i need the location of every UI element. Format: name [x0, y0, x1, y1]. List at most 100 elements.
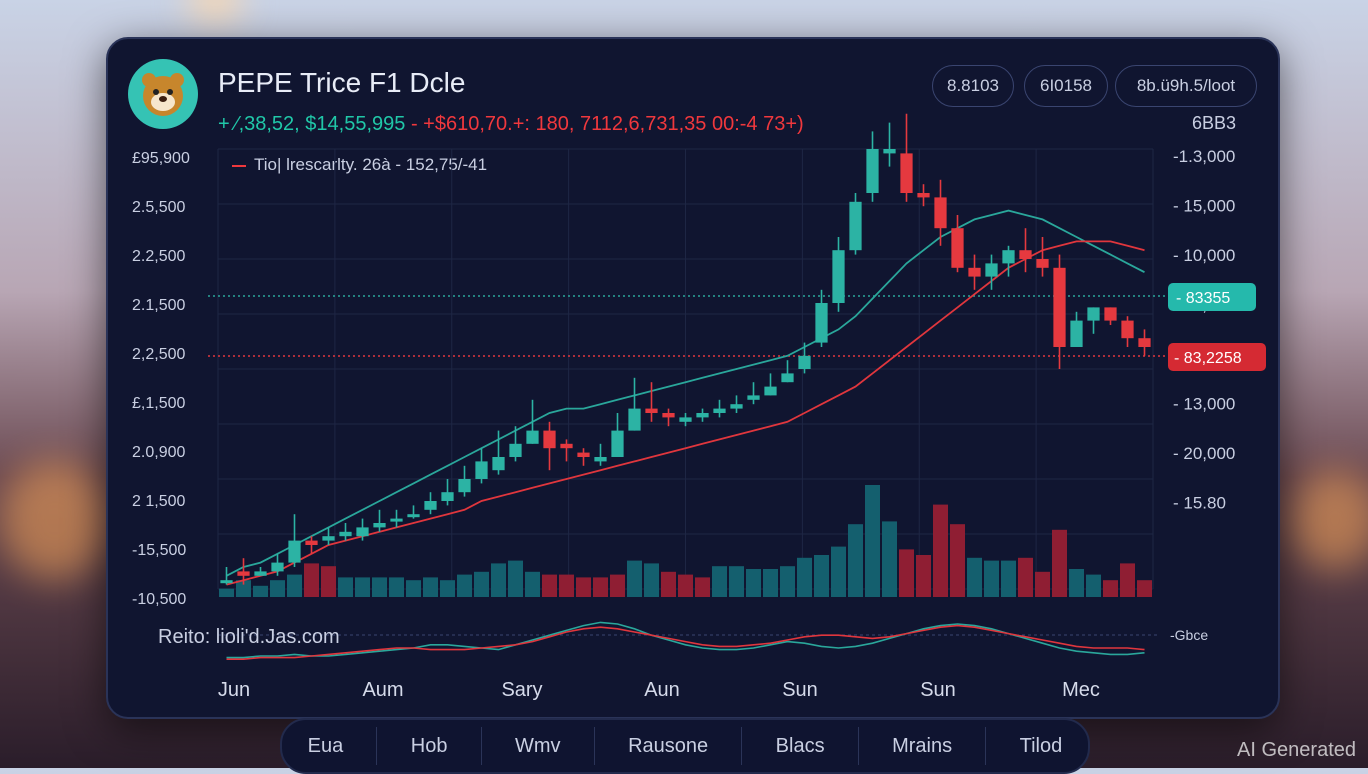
volume-bar [797, 557, 812, 597]
timeframe-pill-3[interactable]: 8b.ü9h.5/loot [1115, 65, 1257, 107]
candle-body [560, 443, 573, 449]
tab-2[interactable]: Hob [410, 734, 448, 757]
candle-body [390, 518, 403, 522]
tab-3[interactable]: Wmv [514, 734, 561, 757]
left-axis-tick: 2 1,500 [132, 493, 185, 510]
candle-body [458, 479, 471, 493]
volume-bar [695, 577, 710, 597]
candle-body [543, 430, 556, 449]
candle-body [968, 267, 981, 277]
price-badge-down [1168, 343, 1266, 371]
x-axis-label: Sun [782, 679, 818, 701]
candle-body [934, 197, 947, 229]
volume-bar [1137, 580, 1152, 597]
volume-bar [440, 580, 455, 597]
volume-bar [406, 580, 421, 597]
volume-bar [831, 546, 846, 597]
tab-5[interactable]: Blacs [775, 734, 825, 757]
candle-body [764, 386, 777, 396]
volume-bar [1001, 560, 1016, 597]
timeframe-pill-2[interactable]: 6I0158 [1024, 65, 1108, 107]
candle-body [645, 408, 658, 413]
tab-7[interactable]: Tilod [1019, 734, 1063, 757]
volume-bar [644, 563, 659, 597]
volume-bar [508, 560, 523, 597]
volume-bar [355, 577, 370, 597]
volume-bar [457, 574, 472, 597]
candle-body [373, 523, 386, 528]
volume-bar [712, 566, 727, 597]
candle-body [237, 571, 250, 576]
candle-body [254, 571, 267, 576]
legend-label: Tio| lrescarlty. 26à - 152,75/-41 [254, 155, 488, 174]
right-axis-tick: - 13,000 [1173, 395, 1235, 414]
candle-body [917, 193, 930, 198]
volume-bar [576, 577, 591, 597]
oscillator-label: Reito: lioli'd.Jas.com [158, 626, 340, 648]
candle-body [492, 457, 505, 471]
tab-1[interactable]: Eua [307, 734, 344, 757]
chart-title: PEPE Trice F1 Dcle [218, 67, 466, 98]
x-axis-label: Sun [920, 679, 956, 701]
candle-body [1036, 259, 1049, 268]
volume-bar [814, 555, 829, 597]
volume-bar [372, 577, 387, 597]
candle-body [951, 228, 964, 268]
volume-bar [1103, 580, 1118, 597]
volume-bar [610, 574, 625, 597]
volume-bar [219, 588, 234, 597]
volume-bar [661, 571, 676, 597]
left-axis-tick: -15,500 [132, 542, 186, 559]
volume-bar [542, 574, 557, 597]
x-axis-label: Aun [644, 679, 680, 701]
volume-bar [1035, 571, 1050, 597]
volume-bar [627, 560, 642, 597]
volume-bar [321, 566, 336, 597]
candle-body [1087, 307, 1100, 321]
x-axis-label: Jun [218, 679, 250, 701]
volume-bar [253, 585, 268, 597]
candle-body [1070, 320, 1083, 347]
left-axis-tick: 2.0,900 [132, 444, 185, 461]
volume-bar [865, 485, 880, 597]
candle-body [322, 536, 335, 541]
volume-bar [882, 521, 897, 597]
candle-body [679, 417, 692, 422]
candle-body [662, 413, 675, 418]
candle-body [424, 501, 437, 510]
left-axis-tick: 2,2,500 [132, 346, 185, 363]
volume-bar [287, 574, 302, 597]
candle-body [594, 457, 607, 462]
candle-body [1138, 338, 1151, 347]
candle-body [509, 443, 522, 457]
tab-6[interactable]: Mrains [892, 734, 953, 757]
candle-body [747, 395, 760, 400]
price-badge-up-label: - 83355 [1176, 290, 1230, 307]
tab-divider [593, 727, 595, 765]
oscillator-red [226, 624, 1145, 661]
left-axis-tick: 2.5,500 [132, 199, 185, 216]
candle-body [339, 531, 352, 537]
price-badge-up [1168, 283, 1256, 311]
candlestick-chart: £95,900 2.5,500 2.2,500 2.1,500 2,2,500 £,1,5… [132, 113, 1266, 701]
tab-4[interactable]: Rausone [628, 734, 709, 757]
candle-body [883, 149, 896, 154]
right-axis-tick: - 15.80 [1173, 494, 1226, 513]
tab-divider [376, 727, 378, 765]
candle-body [832, 250, 845, 303]
candle-body [985, 263, 998, 277]
volume-bar [270, 580, 285, 597]
left-axis-tick: -10,500 [132, 591, 186, 608]
candle-body [271, 562, 284, 572]
candle-body [526, 430, 539, 444]
volume-bar [729, 566, 744, 597]
volume-bar [678, 574, 693, 597]
volume-bar [848, 524, 863, 597]
pepe-logo-icon [128, 59, 198, 129]
candle-body [1019, 250, 1032, 259]
volume-bar [525, 571, 540, 597]
volume-bar [780, 566, 795, 597]
left-axis-tick: 2.2,500 [132, 248, 185, 265]
right-axis-tick: - 10,000 [1173, 246, 1235, 265]
timeframe-pill-1[interactable]: 8.8103 [932, 65, 1014, 107]
